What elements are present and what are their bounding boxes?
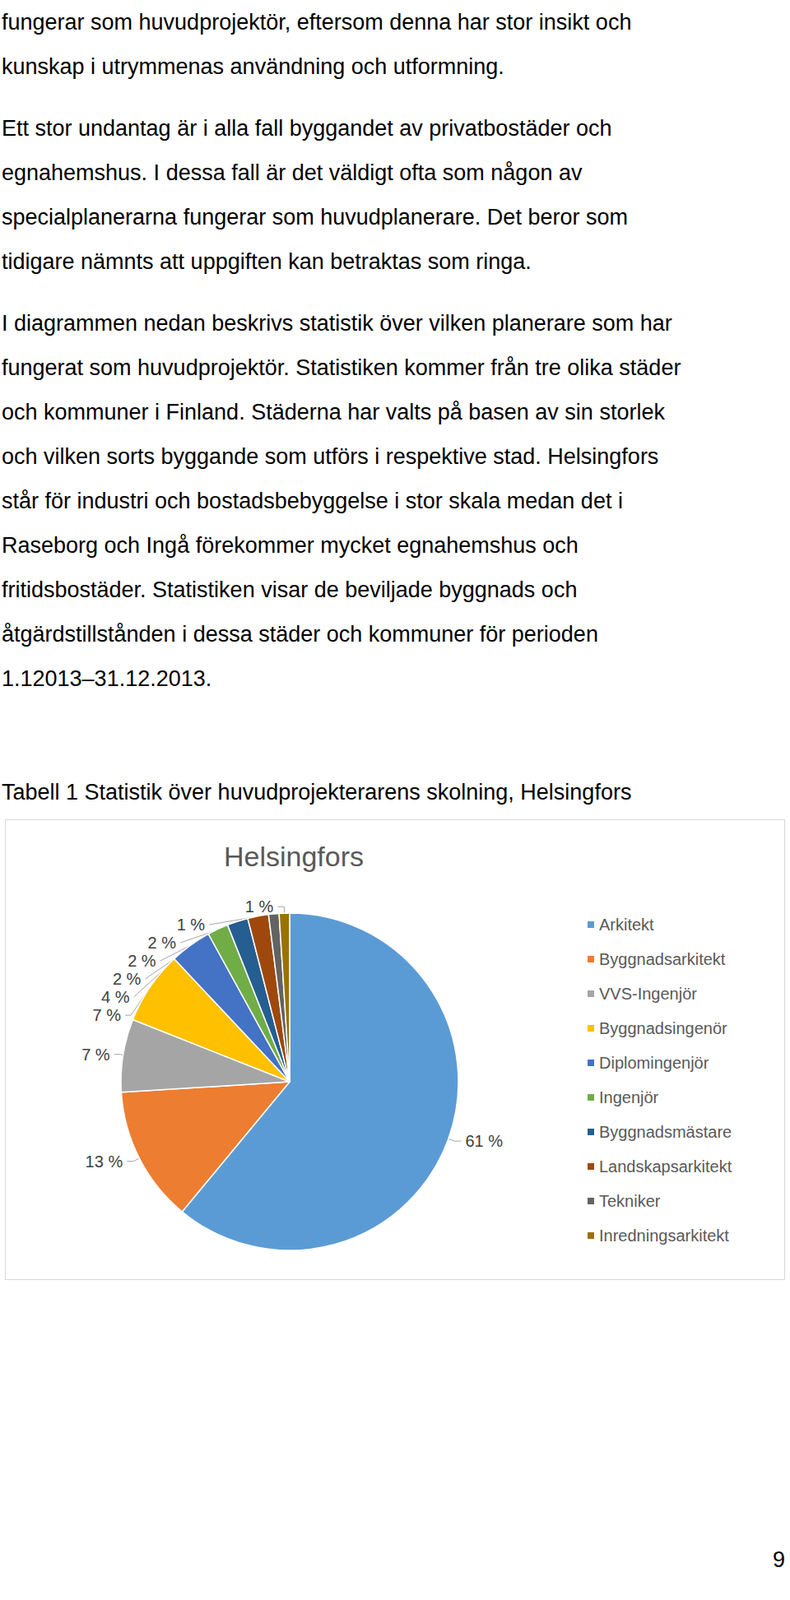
html-text:tidigare nämnts att uppgiften: tidigare nämnts att uppgiften kan betrak… (1, 249, 532, 275)
svg-text:Landskapsarkitekt: Landskapsarkitekt (599, 1157, 733, 1176)
svg-text:Arkitekt: Arkitekt (599, 915, 655, 935)
html-text:fritidsbostäder. Statistiken v: fritidsbostäder. Statistiken visar de be… (1, 577, 578, 603)
svg-text:Byggnadsmästare: Byggnadsmästare (599, 1123, 732, 1142)
svg-text:VVS-Ingenjör: VVS-Ingenjör (599, 985, 698, 1004)
svg-text:61 %: 61 % (464, 1132, 503, 1151)
html-text:Ett stor undantag är i alla fa: Ett stor undantag är i alla fall byggand… (1, 116, 612, 141)
svg-text:Diplomingenjör: Diplomingenjör (599, 1054, 710, 1073)
html-text:och kommuner i Finland. Städer: och kommuner i Finland. Städerna har val… (1, 399, 665, 425)
svg-text:Byggnadsingenör: Byggnadsingenör (599, 1019, 728, 1038)
svg-text:13 %: 13 % (85, 1152, 124, 1172)
html-text:fungerat som huvudprojektör. S: fungerat som huvudprojektör. Statistiken… (1, 355, 681, 381)
html-text:I diagrammen nedan beskrivs st: I diagrammen nedan beskrivs statistik öv… (1, 311, 673, 336)
svg-text:2 %: 2 % (148, 934, 177, 953)
svg-text:7 %: 7 % (92, 1006, 121, 1025)
html-text:specialplanerarna fungerar som: specialplanerarna fungerar som huvudplan… (1, 204, 628, 230)
html-text:egnahemshus. I dessa fall är d: egnahemshus. I dessa fall är det väldigt… (1, 160, 583, 186)
html-text:och vilken sorts byggande som: och vilken sorts byggande som utförs i r… (1, 444, 659, 470)
svg-text:Inredningsarkitekt: Inredningsarkitekt (599, 1226, 730, 1246)
html-text:åtgärdstillstånden i dessa stä: åtgärdstillstånden i dessa städer och ko… (1, 622, 599, 647)
svg-text:1 %: 1 % (245, 897, 275, 916)
svg-text:Tekniker: Tekniker (599, 1192, 661, 1211)
svg-text:2 %: 2 % (127, 952, 157, 971)
svg-text:Byggnadsarkitekt: Byggnadsarkitekt (599, 950, 726, 969)
svg-text:2 %: 2 % (112, 970, 142, 989)
html-text:fungerar som huvudprojektör, e: fungerar som huvudprojektör, eftersom de… (1, 9, 632, 35)
html-text:står för industri och bostadsb: står för industri och bostadsbebyggelse … (1, 488, 623, 514)
html-text:1.12013–31.12.2013.: 1.12013–31.12.2013. (1, 666, 212, 692)
svg-text:7 %: 7 % (81, 1045, 111, 1065)
svg-text:1 %: 1 % (176, 915, 206, 935)
svg-text:Ingenjör: Ingenjör (599, 1088, 660, 1107)
svg-text:4 %: 4 % (101, 988, 131, 1007)
svg-text:Helsingfors: Helsingfors (223, 841, 364, 873)
html-text:Raseborg och Ingå förekommer m: Raseborg och Ingå förekommer mycket egna… (1, 533, 579, 558)
html-text:9: 9 (772, 1547, 786, 1573)
html-text:kunskap i utrymmenas användnin: kunskap i utrymmenas användning och utfo… (1, 54, 505, 79)
html-text:Tabell 1 Statistik över huvudp: Tabell 1 Statistik över huvudprojekterar… (1, 780, 632, 805)
